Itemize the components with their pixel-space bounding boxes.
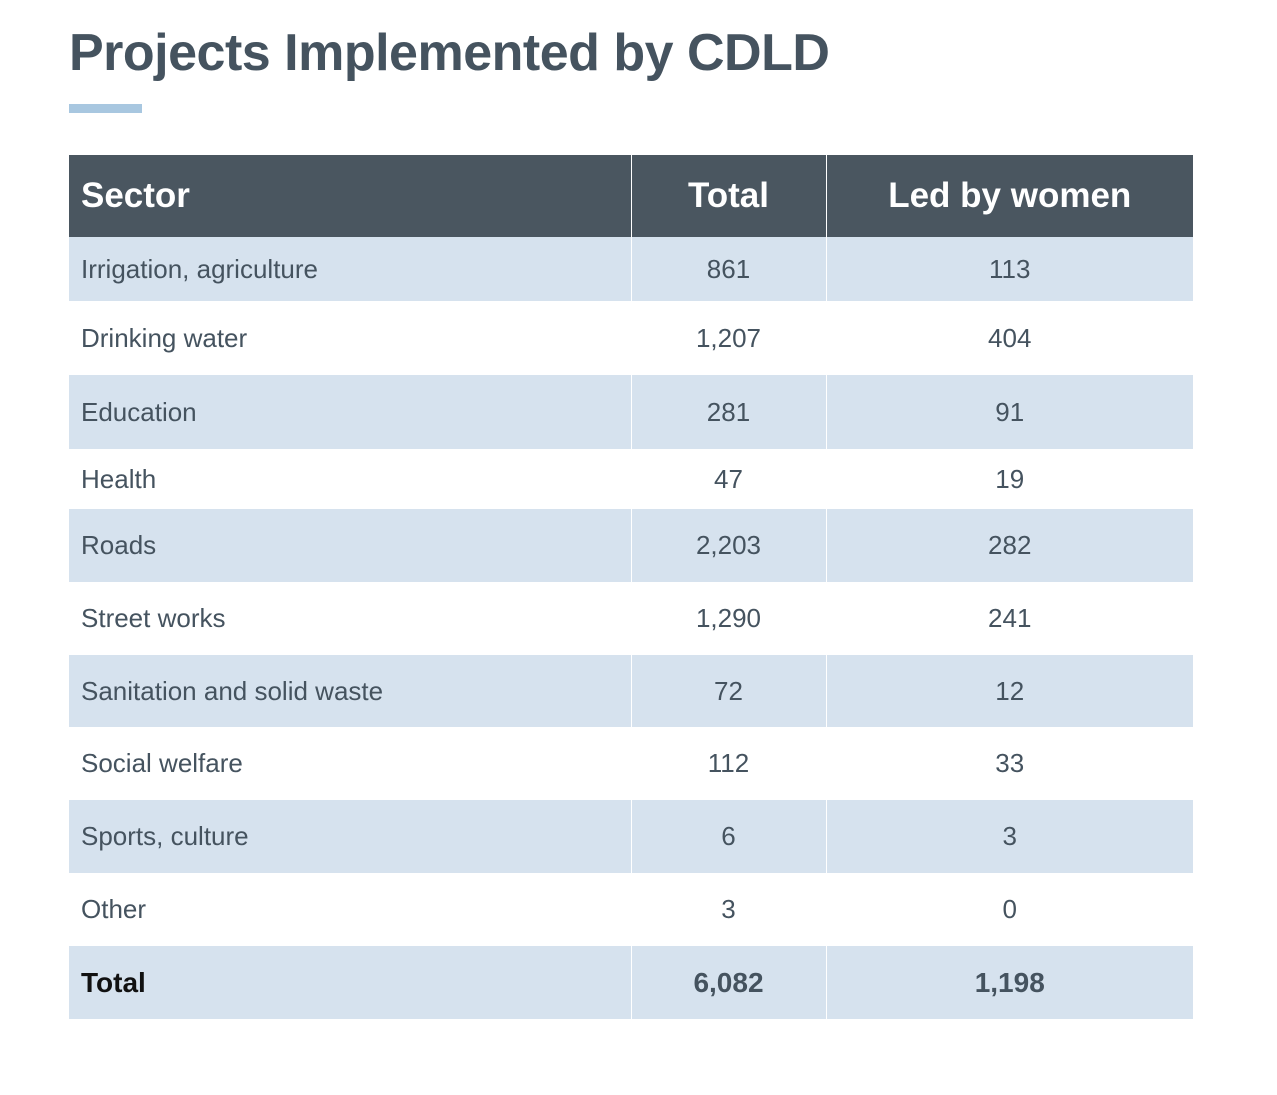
- header-sector: Sector: [69, 155, 631, 237]
- sector-cell: Sanitation and solid waste: [69, 655, 631, 727]
- table-row: Health 47 19: [69, 449, 1193, 509]
- total-label-cell: Total: [69, 946, 631, 1019]
- table-body: Irrigation, agriculture 861 113 Drinking…: [69, 237, 1193, 1019]
- header-total: Total: [630, 155, 826, 237]
- projects-table: Sector Total Led by women Irrigation, ag…: [69, 155, 1193, 1019]
- table-row: Drinking water 1,207 404: [69, 301, 1193, 375]
- sector-cell: Other: [69, 873, 631, 946]
- total-cell: 112: [630, 727, 826, 800]
- header-led-by-women: Led by women: [825, 155, 1193, 237]
- women-cell: 0: [825, 873, 1193, 946]
- sector-cell: Irrigation, agriculture: [69, 237, 631, 301]
- women-cell: 404: [825, 301, 1193, 375]
- total-cell: 72: [630, 655, 826, 727]
- total-cell: 2,203: [630, 509, 826, 582]
- sector-cell: Health: [69, 449, 631, 509]
- grand-total-cell: 6,082: [630, 946, 826, 1019]
- table-row: Education 281 91: [69, 375, 1193, 449]
- total-cell: 47: [630, 449, 826, 509]
- table-row: Sports, culture 6 3: [69, 800, 1193, 873]
- header-row: Sector Total Led by women: [69, 155, 1193, 237]
- total-row: Total 6,082 1,198: [69, 946, 1193, 1019]
- women-cell: 12: [825, 655, 1193, 727]
- sector-cell: Roads: [69, 509, 631, 582]
- sector-cell: Education: [69, 375, 631, 449]
- women-total-cell: 1,198: [825, 946, 1193, 1019]
- table-row: Roads 2,203 282: [69, 509, 1193, 582]
- women-cell: 113: [825, 237, 1193, 301]
- women-cell: 282: [825, 509, 1193, 582]
- women-cell: 3: [825, 800, 1193, 873]
- total-cell: 1,290: [630, 582, 826, 655]
- total-cell: 3: [630, 873, 826, 946]
- women-cell: 91: [825, 375, 1193, 449]
- sector-cell: Drinking water: [69, 301, 631, 375]
- table-row: Street works 1,290 241: [69, 582, 1193, 655]
- sector-cell: Street works: [69, 582, 631, 655]
- table-row: Sanitation and solid waste 72 12: [69, 655, 1193, 727]
- women-cell: 33: [825, 727, 1193, 800]
- women-cell: 19: [825, 449, 1193, 509]
- total-cell: 1,207: [630, 301, 826, 375]
- table-row: Irrigation, agriculture 861 113: [69, 237, 1193, 301]
- title-accent-bar: [69, 104, 142, 113]
- table-row: Other 3 0: [69, 873, 1193, 946]
- total-cell: 6: [630, 800, 826, 873]
- sector-cell: Sports, culture: [69, 800, 631, 873]
- sector-cell: Social welfare: [69, 727, 631, 800]
- page-title: Projects Implemented by CDLD: [69, 24, 830, 82]
- table-header: Sector Total Led by women: [69, 155, 1193, 237]
- table-row: Social welfare 112 33: [69, 727, 1193, 800]
- women-cell: 241: [825, 582, 1193, 655]
- total-cell: 861: [630, 237, 826, 301]
- total-cell: 281: [630, 375, 826, 449]
